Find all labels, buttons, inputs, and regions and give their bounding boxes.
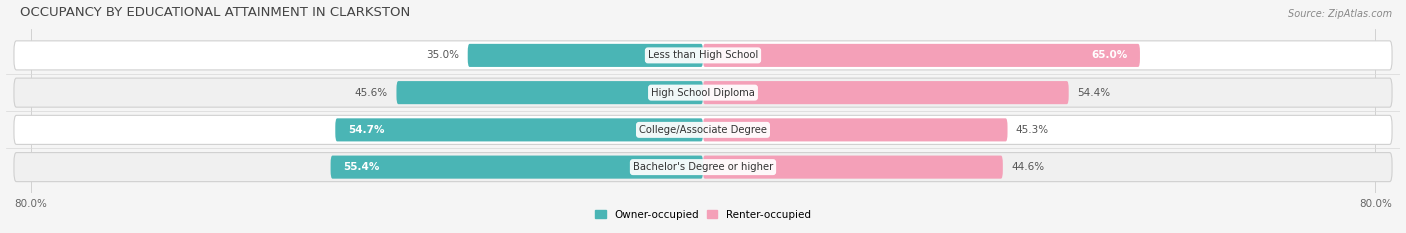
Text: Less than High School: Less than High School: [648, 50, 758, 60]
Text: College/Associate Degree: College/Associate Degree: [638, 125, 768, 135]
Text: 45.6%: 45.6%: [354, 88, 388, 98]
FancyBboxPatch shape: [703, 44, 1140, 67]
Text: Source: ZipAtlas.com: Source: ZipAtlas.com: [1288, 9, 1392, 19]
Text: 65.0%: 65.0%: [1091, 50, 1128, 60]
Text: 35.0%: 35.0%: [426, 50, 460, 60]
FancyBboxPatch shape: [14, 153, 1392, 182]
Text: 44.6%: 44.6%: [1011, 162, 1045, 172]
FancyBboxPatch shape: [703, 156, 1002, 179]
Text: High School Diploma: High School Diploma: [651, 88, 755, 98]
FancyBboxPatch shape: [703, 118, 1008, 141]
FancyBboxPatch shape: [468, 44, 703, 67]
FancyBboxPatch shape: [703, 81, 1069, 104]
Text: 45.3%: 45.3%: [1017, 125, 1049, 135]
FancyBboxPatch shape: [330, 156, 703, 179]
FancyBboxPatch shape: [396, 81, 703, 104]
FancyBboxPatch shape: [14, 115, 1392, 144]
Text: Bachelor's Degree or higher: Bachelor's Degree or higher: [633, 162, 773, 172]
FancyBboxPatch shape: [14, 41, 1392, 70]
Text: 54.4%: 54.4%: [1077, 88, 1111, 98]
Text: OCCUPANCY BY EDUCATIONAL ATTAINMENT IN CLARKSTON: OCCUPANCY BY EDUCATIONAL ATTAINMENT IN C…: [20, 7, 409, 20]
FancyBboxPatch shape: [14, 78, 1392, 107]
Text: 54.7%: 54.7%: [347, 125, 384, 135]
FancyBboxPatch shape: [335, 118, 703, 141]
Text: 55.4%: 55.4%: [343, 162, 380, 172]
Legend: Owner-occupied, Renter-occupied: Owner-occupied, Renter-occupied: [591, 206, 815, 224]
